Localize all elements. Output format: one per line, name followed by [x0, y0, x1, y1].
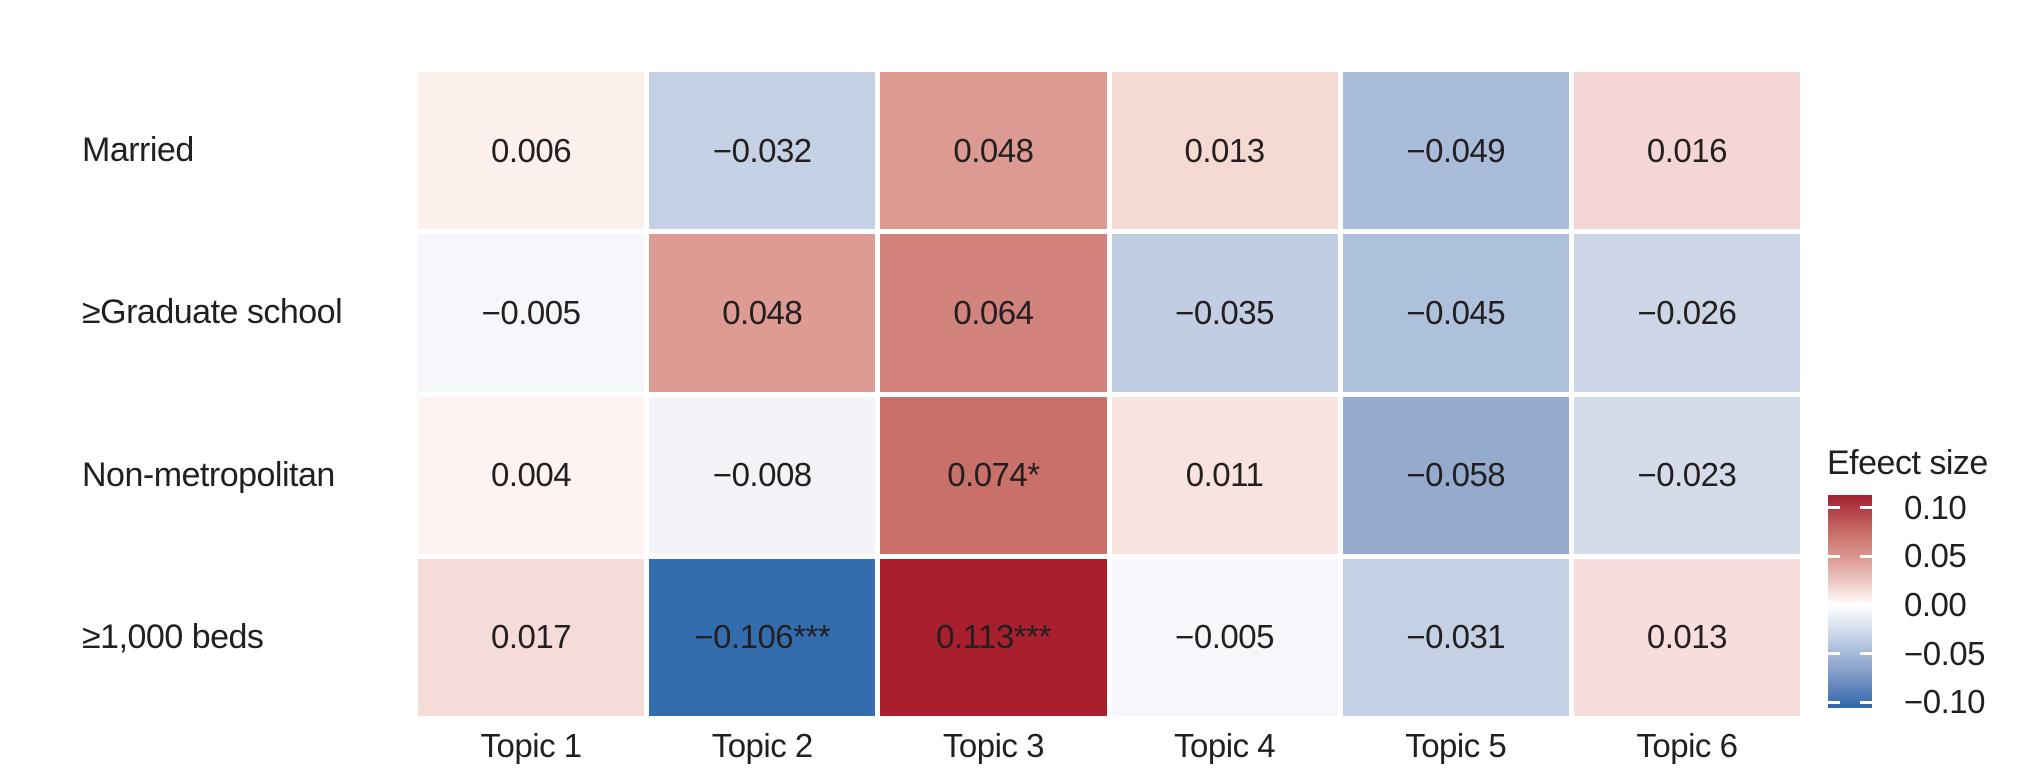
legend-tick-label: −0.05 — [1904, 634, 1986, 672]
heatmap-cell: −0.005 — [418, 234, 645, 392]
legend-tick-label: 0.05 — [1904, 537, 1967, 575]
heatmap-cell: 0.011 — [1111, 396, 1338, 554]
heatmap-cell: 0.004 — [418, 396, 645, 554]
heatmap-cell: 0.064 — [880, 234, 1107, 392]
heatmap-cell: 0.013 — [1573, 558, 1800, 716]
heatmap-cell: −0.026 — [1573, 234, 1800, 392]
legend-tick-mark — [1828, 700, 1840, 704]
legend-tick-mark — [1860, 506, 1872, 510]
legend-tick-label: 0.00 — [1904, 585, 1967, 623]
legend-title: Efeect size — [1827, 444, 1988, 482]
legend-colorbar — [1828, 495, 1872, 708]
heatmap-cell: −0.008 — [649, 396, 876, 554]
legend-tick-label: −0.10 — [1904, 683, 1986, 721]
heatmap-cell: 0.006 — [418, 72, 645, 230]
column-label: Topic 5 — [1405, 727, 1507, 764]
row-label: Non-metropolitan — [82, 455, 335, 494]
column-label: Topic 4 — [1174, 727, 1276, 764]
heatmap-grid: 0.006 −0.032 0.048 0.013 −0.049 0.016 −0.005 0.… — [418, 72, 1800, 716]
heatmap-cell: 0.017 — [418, 558, 645, 716]
legend-tick-mark — [1860, 652, 1872, 656]
heatmap-cell: −0.032 — [649, 72, 876, 230]
heatmap-cell: −0.049 — [1342, 72, 1569, 230]
legend-tick-mark — [1828, 652, 1840, 656]
heatmap-cell: 0.048 — [880, 72, 1107, 230]
heatmap-cell: 0.013 — [1111, 72, 1338, 230]
heatmap-cell: −0.058 — [1342, 396, 1569, 554]
legend-tick-mark — [1860, 700, 1872, 704]
heatmap-cell: −0.035 — [1111, 234, 1338, 392]
heatmap-cell: −0.005 — [1111, 558, 1338, 716]
legend-tick-mark — [1828, 506, 1840, 510]
legend-tick-mark — [1828, 603, 1840, 607]
column-label: Topic 3 — [942, 727, 1045, 764]
heatmap-cell: −0.045 — [1342, 234, 1569, 392]
heatmap-cell: 0.016 — [1573, 72, 1800, 230]
legend-tick-mark — [1828, 554, 1840, 558]
heatmap-cell: −0.023 — [1573, 396, 1800, 554]
column-labels: Topic 1 Topic 2 Topic 3 Topic 4 Topic 5 Topic… — [418, 724, 1800, 768]
column-label: Topic 2 — [711, 727, 814, 764]
row-label: ≥1,000 beds — [82, 617, 264, 656]
row-label: ≥Graduate school — [82, 293, 343, 332]
heatmap-cell: 0.074* — [880, 396, 1107, 554]
heatmap-cell: 0.113*** — [880, 558, 1107, 716]
heatmap-cell: −0.031 — [1342, 558, 1569, 716]
heatmap-cell: −0.106*** — [649, 558, 876, 716]
column-label: Topic 6 — [1636, 727, 1738, 764]
legend-tick-mark — [1860, 554, 1872, 558]
column-label: Topic 1 — [480, 727, 583, 764]
legend-tick-label: 0.10 — [1904, 488, 1967, 526]
row-label: Married — [82, 131, 194, 170]
row-labels: Married ≥Graduate school Non-metropolitan ≥… — [82, 72, 412, 716]
legend-tick-mark — [1860, 603, 1872, 607]
heatmap-cell: 0.048 — [649, 234, 876, 392]
